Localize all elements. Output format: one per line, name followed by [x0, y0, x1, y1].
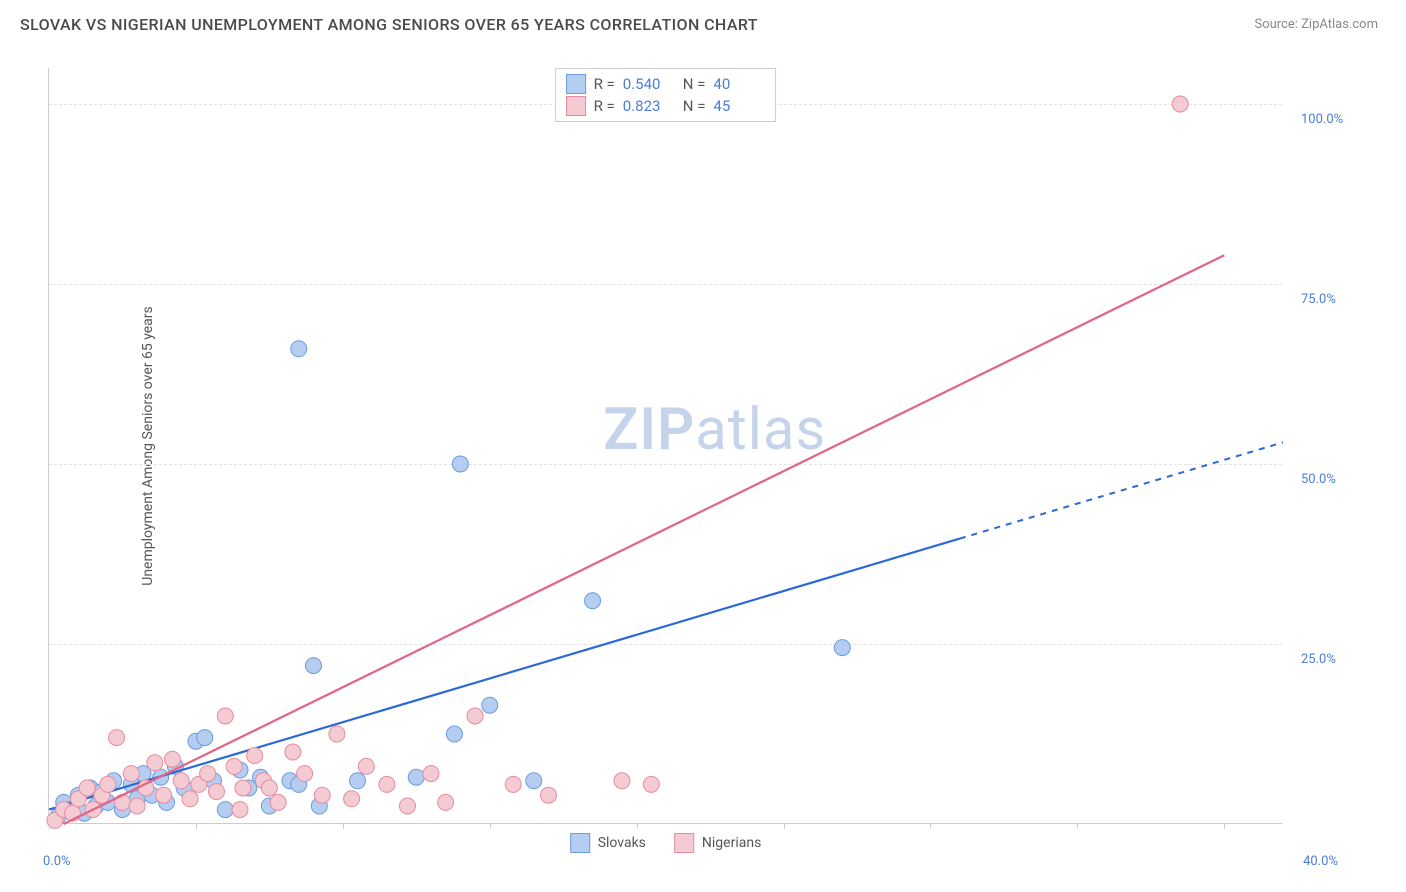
plot-area: ZIPatlas R = 0.540 N = 40 R = 0.823 N = …	[48, 68, 1282, 824]
data-point	[79, 780, 95, 796]
data-point	[235, 780, 251, 796]
swatch-nigerians-icon	[674, 833, 694, 853]
data-point	[399, 798, 415, 814]
data-point	[208, 784, 224, 800]
x-tick-right: 40.0%	[1303, 854, 1338, 869]
series-legend: Slovaks Nigerians	[570, 833, 762, 853]
chart-svg	[49, 68, 1282, 823]
data-point	[217, 708, 233, 724]
data-point	[217, 802, 233, 818]
data-point	[452, 456, 468, 472]
data-point	[505, 776, 521, 792]
data-point	[285, 744, 301, 760]
data-point	[379, 776, 395, 792]
data-point	[585, 593, 601, 609]
data-point	[291, 341, 307, 357]
data-point	[643, 776, 659, 792]
legend-label-nigerians: Nigerians	[702, 835, 761, 851]
data-point	[614, 773, 630, 789]
data-point	[297, 766, 313, 782]
data-point	[350, 773, 366, 789]
data-point	[270, 794, 286, 810]
n-value-slovaks: 40	[713, 75, 765, 93]
data-point	[329, 726, 345, 742]
data-point	[482, 697, 498, 713]
data-point	[164, 751, 180, 767]
swatch-slovaks	[566, 74, 586, 94]
data-point	[446, 726, 462, 742]
data-point	[314, 787, 330, 803]
data-point	[261, 780, 277, 796]
swatch-slovaks-icon	[570, 833, 590, 853]
chart-container: SLOVAK VS NIGERIAN UNEMPLOYMENT AMONG SE…	[0, 0, 1406, 892]
trend-line-extrapolated	[960, 442, 1283, 538]
data-point	[123, 766, 139, 782]
data-point	[156, 787, 172, 803]
title-bar: SLOVAK VS NIGERIAN UNEMPLOYMENT AMONG SE…	[0, 0, 1406, 40]
data-point	[438, 794, 454, 810]
source-label: Source: ZipAtlas.com	[1254, 17, 1378, 32]
y-tick-label: 50.0%	[1301, 472, 1336, 487]
legend-label-slovaks: Slovaks	[598, 835, 646, 851]
data-point	[173, 773, 189, 789]
data-point	[358, 758, 374, 774]
n-value-nigerians: 45	[713, 97, 765, 115]
data-point	[540, 787, 556, 803]
data-point	[197, 730, 213, 746]
data-point	[138, 780, 154, 796]
r-value-slovaks: 0.540	[623, 75, 675, 93]
data-point	[147, 755, 163, 771]
y-tick-label: 25.0%	[1301, 652, 1336, 667]
data-point	[100, 776, 116, 792]
trend-line	[64, 255, 1225, 824]
corr-row-nigerians: R = 0.823 N = 45	[566, 95, 766, 117]
data-point	[129, 798, 145, 814]
y-tick-label: 100.0%	[1301, 112, 1343, 127]
correlation-legend: R = 0.540 N = 40 R = 0.823 N = 45	[555, 68, 777, 122]
data-point	[305, 658, 321, 674]
data-point	[467, 708, 483, 724]
chart-title: SLOVAK VS NIGERIAN UNEMPLOYMENT AMONG SE…	[20, 15, 758, 34]
swatch-nigerians	[566, 96, 586, 116]
data-point	[344, 791, 360, 807]
x-tick-left: 0.0%	[43, 854, 71, 869]
data-point	[182, 791, 198, 807]
data-point	[1172, 96, 1188, 112]
data-point	[408, 769, 424, 785]
legend-item-nigerians: Nigerians	[674, 833, 761, 853]
legend-item-slovaks: Slovaks	[570, 833, 646, 853]
data-point	[232, 802, 248, 818]
r-value-nigerians: 0.823	[623, 97, 675, 115]
data-point	[226, 758, 242, 774]
data-point	[200, 766, 216, 782]
data-point	[834, 640, 850, 656]
data-point	[423, 766, 439, 782]
y-tick-label: 75.0%	[1301, 292, 1336, 307]
data-point	[526, 773, 542, 789]
data-point	[247, 748, 263, 764]
corr-row-slovaks: R = 0.540 N = 40	[566, 73, 766, 95]
trend-line	[49, 539, 960, 810]
data-point	[109, 730, 125, 746]
